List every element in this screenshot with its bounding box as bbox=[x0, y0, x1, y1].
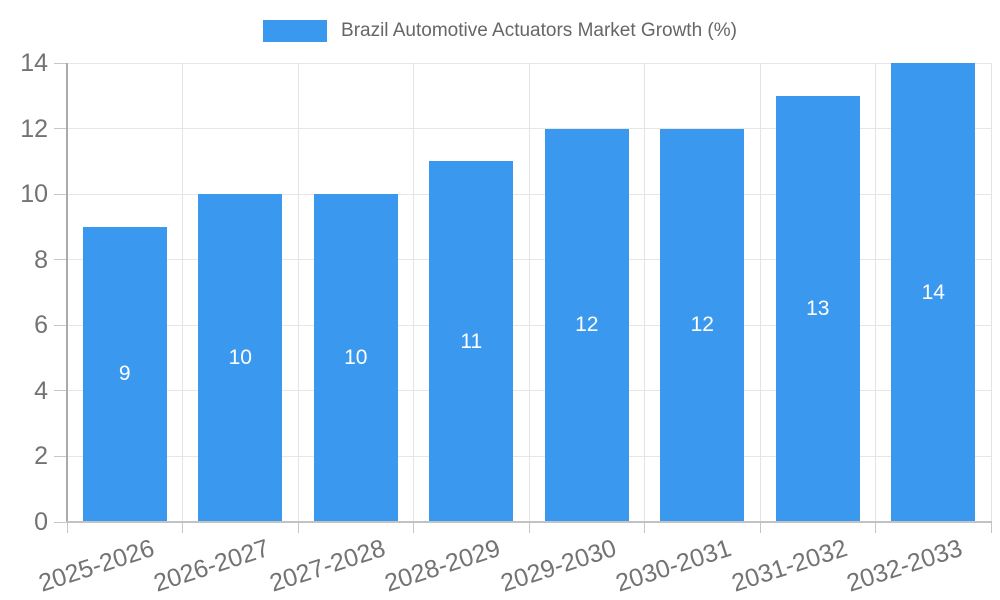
bar[interactable]: 13 bbox=[775, 95, 860, 522]
y-tick-label: 8 bbox=[34, 245, 48, 274]
legend: Brazil Automotive Actuators Market Growt… bbox=[0, 20, 1000, 42]
x-tick-mark bbox=[875, 523, 876, 533]
bar-value-label: 10 bbox=[228, 346, 252, 370]
bar[interactable]: 12 bbox=[660, 128, 745, 522]
bar[interactable]: 9 bbox=[82, 226, 167, 522]
bar-value-label: 10 bbox=[344, 346, 368, 370]
bar-value-label: 9 bbox=[118, 362, 131, 386]
y-tick-mark bbox=[54, 390, 66, 392]
legend-label: Brazil Automotive Actuators Market Growt… bbox=[341, 20, 737, 41]
x-tick-mark bbox=[528, 523, 530, 533]
y-tick-mark bbox=[54, 455, 66, 457]
y-tick-mark bbox=[54, 193, 66, 195]
y-tick-mark bbox=[54, 521, 66, 523]
y-tick-label: 4 bbox=[34, 376, 48, 405]
x-tick-mark bbox=[759, 523, 761, 533]
y-tick-label: 6 bbox=[34, 311, 48, 340]
x-tick-mark bbox=[297, 523, 299, 533]
bar[interactable]: 10 bbox=[198, 194, 283, 522]
y-tick-mark bbox=[54, 62, 66, 64]
x-gridline bbox=[413, 63, 414, 522]
bar-value-label: 13 bbox=[806, 296, 830, 320]
bar[interactable]: 12 bbox=[544, 128, 629, 522]
bar-value-label: 12 bbox=[690, 313, 714, 337]
x-gridline bbox=[297, 63, 299, 522]
y-tick-label: 2 bbox=[34, 442, 48, 471]
bar-value-label: 14 bbox=[921, 280, 945, 304]
bar[interactable]: 14 bbox=[891, 63, 976, 522]
y-tick-label: 10 bbox=[20, 180, 48, 209]
bar[interactable]: 10 bbox=[313, 194, 398, 522]
x-gridline bbox=[990, 63, 992, 522]
bar-value-label: 11 bbox=[460, 329, 483, 353]
x-axis-line bbox=[66, 521, 992, 523]
x-tick-mark bbox=[66, 523, 68, 533]
x-tick-mark bbox=[182, 523, 183, 533]
x-gridline bbox=[875, 63, 876, 522]
y-axis-line bbox=[66, 63, 68, 522]
y-tick-label: 0 bbox=[34, 508, 48, 536]
legend-swatch-icon bbox=[263, 20, 328, 42]
x-tick-mark bbox=[990, 523, 992, 533]
y-tick-mark bbox=[54, 324, 66, 326]
x-gridline bbox=[528, 63, 530, 522]
x-gridline bbox=[759, 63, 761, 522]
y-tick-label: 12 bbox=[20, 114, 48, 143]
y-tick-mark bbox=[54, 128, 66, 130]
y-tick-mark bbox=[54, 259, 66, 261]
x-tick-mark bbox=[413, 523, 414, 533]
bar[interactable]: 11 bbox=[429, 161, 514, 522]
x-gridline bbox=[644, 63, 645, 522]
x-gridline bbox=[182, 63, 183, 522]
legend-item[interactable]: Brazil Automotive Actuators Market Growt… bbox=[263, 20, 737, 42]
y-tick-label: 14 bbox=[20, 49, 48, 77]
bar-value-label: 12 bbox=[575, 313, 599, 337]
x-tick-mark bbox=[644, 523, 645, 533]
plot-area: 9 10 10 11 12 12 13 14 bbox=[54, 62, 992, 533]
